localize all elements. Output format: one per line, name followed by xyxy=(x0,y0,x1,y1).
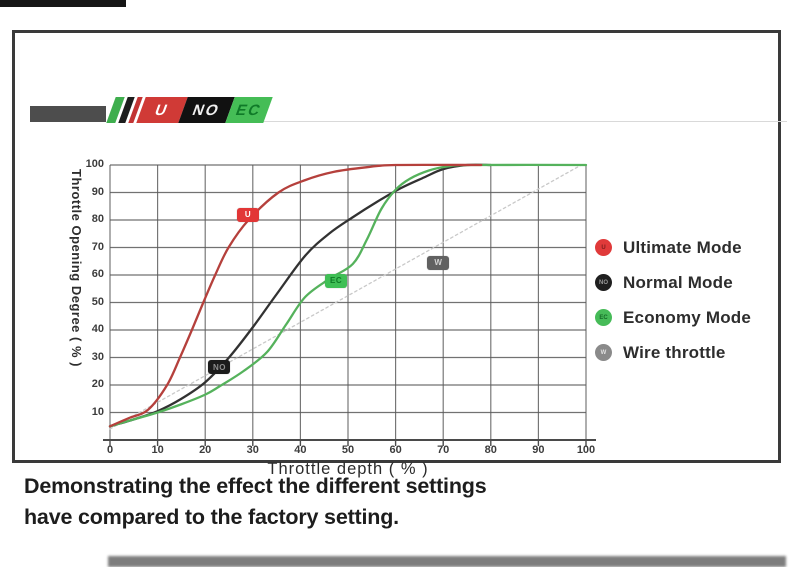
legend-label: Economy Mode xyxy=(623,307,752,327)
legend-label: Wire throttle xyxy=(623,342,726,362)
chart-legend: U Ultimate Mode NO Normal Mode EC Economy Mod… xyxy=(595,237,752,379)
y-tick-label: 10 xyxy=(91,405,104,418)
legend-label: Ultimate Mode xyxy=(623,237,742,257)
y-tick-label: 50 xyxy=(91,295,104,308)
x-tick-label: 70 xyxy=(437,444,450,456)
x-tick-label: 60 xyxy=(389,444,402,456)
figure-frame: U NO EC 10 20 30 40 50 60 70 80 90 100 0 10 20 30 40 50 60… xyxy=(12,30,787,478)
curve-wire-throttle xyxy=(109,164,582,430)
x-tick-label: 80 xyxy=(484,444,497,456)
curve-badge-w: W xyxy=(427,255,450,270)
y-tick-label: 40 xyxy=(91,323,104,335)
legend-dot-icon: NO xyxy=(595,274,612,291)
logo-gray-block xyxy=(30,106,106,122)
y-tick-label: 70 xyxy=(91,240,104,253)
y-axis-title: Throttle Opening Degree ( % ) xyxy=(69,169,84,367)
legend-item-normal-mode: NO Normal Mode xyxy=(595,272,751,292)
y-tick-label: 80 xyxy=(91,213,104,225)
bottom-edge-bar xyxy=(108,556,786,567)
legend-dot-icon: EC xyxy=(595,309,612,326)
x-tick-label: 0 xyxy=(106,444,114,456)
caption-line-2: have compared to the factory setting. xyxy=(24,505,399,529)
legend-dot-icon: W xyxy=(595,344,612,361)
curve-badge-u: U xyxy=(237,207,260,222)
logo-segment-ec: EC xyxy=(225,97,273,123)
legend-item-economy-mode: EC Economy Mode xyxy=(595,307,752,327)
legend-item-wire-throttle: W Wire throttle xyxy=(595,342,751,362)
x-tick-label: 90 xyxy=(532,444,545,456)
y-tick-label: 60 xyxy=(91,268,104,280)
curve-badge-ec: EC xyxy=(325,273,348,288)
x-tick-label: 10 xyxy=(151,444,164,456)
legend-dot-icon: U xyxy=(595,239,612,256)
logo-underline xyxy=(165,121,787,122)
curve-ultimate-mode xyxy=(108,163,483,428)
caption-line-1: Demonstrating the effect the different s… xyxy=(24,474,487,498)
x-tick-label: 50 xyxy=(341,444,355,456)
curve-normal-mode xyxy=(108,163,492,428)
x-axis-title: Throttle depth ( % ) xyxy=(267,460,429,478)
curve-economy-mode xyxy=(108,163,588,428)
y-tick-label: 20 xyxy=(91,378,104,390)
x-tick-label: 100 xyxy=(576,444,596,456)
legend-item-ultimate-mode: U Ultimate Mode xyxy=(595,237,751,257)
y-tick-label: 100 xyxy=(85,158,104,170)
throttle-chart xyxy=(103,163,596,446)
x-tick-label: 40 xyxy=(294,444,307,456)
y-tick-label: 30 xyxy=(91,350,104,363)
y-tick-label: 90 xyxy=(91,185,104,198)
legend-label: Normal Mode xyxy=(623,272,733,292)
x-tick-label: 30 xyxy=(246,444,259,456)
curve-badge-no: NO xyxy=(208,360,231,375)
top-edge-bar xyxy=(0,0,126,7)
x-tick-label: 20 xyxy=(199,444,212,456)
figure-caption: Demonstrating the effect the different s… xyxy=(24,471,487,533)
